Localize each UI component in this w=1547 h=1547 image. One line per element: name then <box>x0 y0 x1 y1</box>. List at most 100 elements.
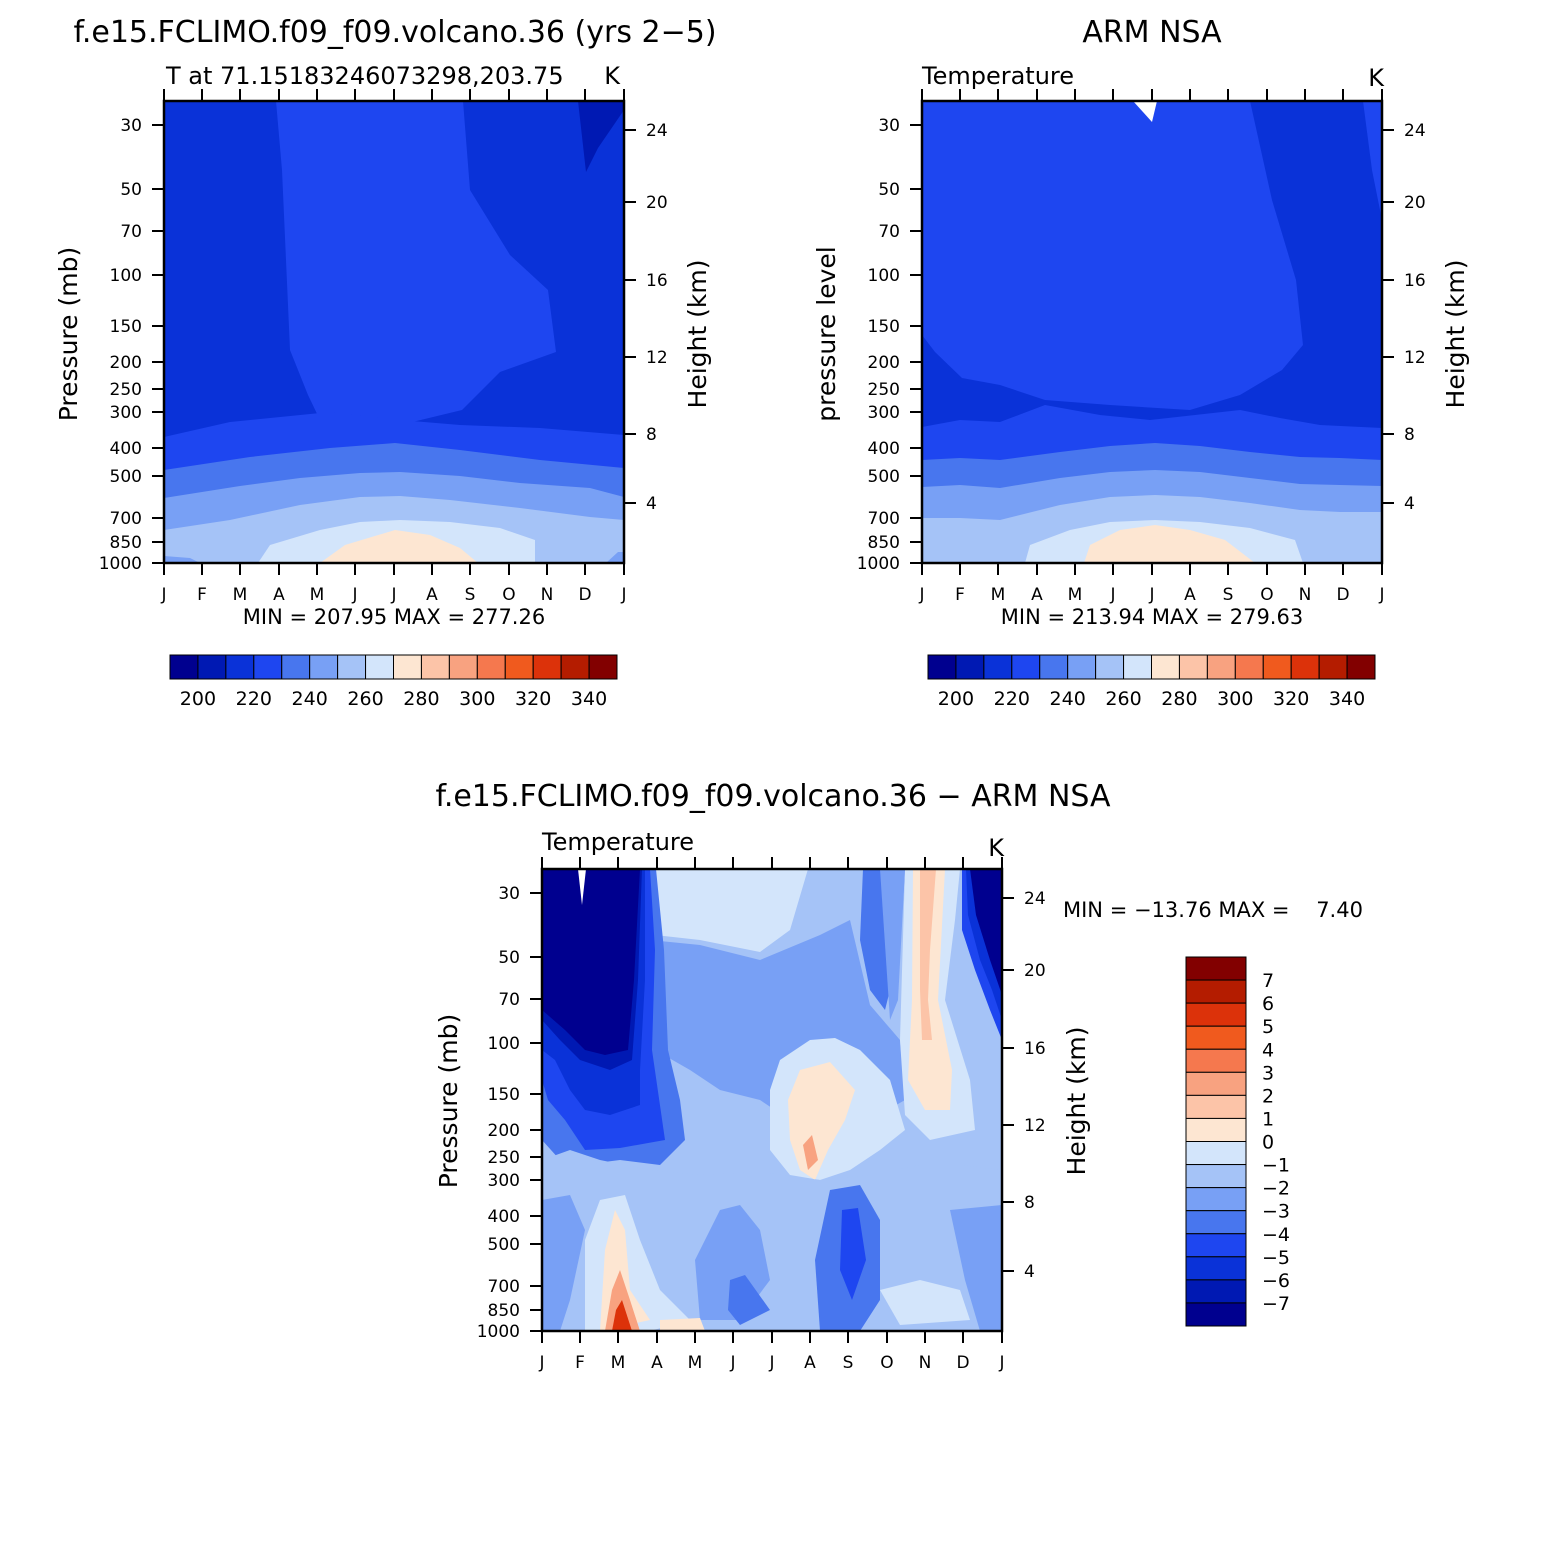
panel-obs: ARM NSA Temperature K J F M A M <box>812 15 1470 710</box>
x-tick-label: F <box>955 585 965 605</box>
y-tick-label: 250 <box>488 1148 520 1168</box>
colorbar-swatch <box>1185 1141 1247 1166</box>
y-tick-label: 250 <box>110 380 142 400</box>
colorbar-swatch <box>1185 979 1247 1004</box>
colorbar-tick-label: 260 <box>347 688 383 710</box>
colorbar-tick-label: −4 <box>1262 1224 1290 1246</box>
x-tick-label: F <box>575 1353 585 1373</box>
panel-obs-ticks <box>910 89 1394 575</box>
colorbar-swatch <box>1185 1210 1247 1235</box>
colorbar-tick-label: 200 <box>938 688 974 710</box>
colorbar-tick-label: 220 <box>994 688 1030 710</box>
y-tick-label: 700 <box>488 1277 520 1297</box>
x-tick-label: J <box>351 585 357 605</box>
y-tick-label: 400 <box>488 1207 520 1227</box>
colorbar-swatch <box>1185 1233 1247 1258</box>
panel-difference-height-axis-label: Height (km) <box>1062 1027 1091 1176</box>
height-tick-label: 4 <box>1404 494 1415 514</box>
height-tick-label: 4 <box>1024 1262 1035 1282</box>
panel-model-left-string: T at 71.15183246073298,203.75 <box>165 62 564 90</box>
height-tick-label: 4 <box>646 494 657 514</box>
colorbar-tick-label: 200 <box>180 688 216 710</box>
y-tick-label: 250 <box>868 380 900 400</box>
x-tick-label: J <box>390 585 396 605</box>
colorbar-swatch <box>1290 654 1320 680</box>
x-tick-label: A <box>1184 585 1196 605</box>
colorbar-tick-label: 4 <box>1262 1039 1274 1061</box>
colorbar-swatch <box>1067 654 1097 680</box>
colorbar-swatch <box>1185 1302 1247 1327</box>
y-tick-label: 1000 <box>477 1322 520 1342</box>
colorbar-swatch <box>169 654 199 680</box>
colorbar-tick-label: 280 <box>403 688 439 710</box>
panel-difference-ticks <box>530 857 1014 1343</box>
x-tick-label: N <box>1299 585 1312 605</box>
y-tick-label: 30 <box>120 116 142 136</box>
x-tick-label: J <box>998 1353 1004 1373</box>
panel-obs-min-max: MIN = 213.94 MAX = 279.63 <box>1001 605 1303 629</box>
height-tick-label: 12 <box>646 348 668 368</box>
colorbar-swatch <box>1178 654 1208 680</box>
colorbar-swatch <box>1185 1117 1247 1142</box>
panel-difference: f.e15.FCLIMO.f09_f09.volcano.36 − ARM NS… <box>434 779 1363 1373</box>
colorbar-tick-label: 240 <box>292 688 328 710</box>
colorbar-tick-label: 300 <box>459 688 495 710</box>
colorbar-swatch <box>309 654 339 680</box>
y-tick-label: 1000 <box>99 554 142 574</box>
colorbar-swatch <box>1262 654 1292 680</box>
colorbar-swatch <box>1318 654 1348 680</box>
panel-model-title: f.e15.FCLIMO.f09_f09.volcano.36 (yrs 2−5… <box>73 15 716 50</box>
height-tick-label: 8 <box>646 425 657 445</box>
colorbar-swatch <box>1185 1094 1247 1119</box>
colorbar-tick-label: 340 <box>571 688 607 710</box>
colorbar-swatch <box>225 654 255 680</box>
y-tick-label: 100 <box>110 266 142 286</box>
colorbar-swatch <box>1185 1002 1247 1027</box>
height-tick-label: 8 <box>1404 425 1415 445</box>
y-tick-label: 50 <box>498 948 520 968</box>
x-tick-label: J <box>1148 585 1154 605</box>
panel-obs-y-axis-label: pressure level <box>812 246 841 421</box>
colorbar-tick-label: 0 <box>1262 1132 1274 1154</box>
panel-model-height-tick-labels: 24 20 16 12 8 4 <box>646 121 668 514</box>
panel-difference-units: K <box>988 834 1005 862</box>
y-tick-label: 70 <box>878 222 900 242</box>
colorbar-swatch <box>1185 1279 1247 1304</box>
panel-difference-contour-field <box>542 869 1002 1331</box>
colorbar-swatch <box>1095 654 1125 680</box>
x-tick-label: J <box>729 1353 735 1373</box>
panel-model-units: K <box>604 62 621 90</box>
colorbar-swatch <box>476 654 506 680</box>
y-tick-label: 100 <box>868 266 900 286</box>
panel-obs-title: ARM NSA <box>1082 15 1222 50</box>
x-tick-label: M <box>233 585 248 605</box>
colorbar-tick-label: 240 <box>1050 688 1086 710</box>
colorbar-tick-label: 6 <box>1262 993 1274 1015</box>
x-tick-label: J <box>538 1353 544 1373</box>
panel-model-colorbar: 200 220 240 260 280 300 320 340 <box>169 654 618 710</box>
x-tick-label: J <box>160 585 166 605</box>
panel-obs-units: K <box>1368 64 1385 92</box>
x-tick-label: J <box>918 585 924 605</box>
y-tick-label: 700 <box>868 509 900 529</box>
y-tick-label: 200 <box>488 1121 520 1141</box>
colorbar-tick-label: 2 <box>1262 1085 1274 1107</box>
panel-difference-y-axis-label: Pressure (mb) <box>434 1014 463 1188</box>
colorbar-swatch <box>588 654 618 680</box>
x-tick-label: M <box>688 1353 703 1373</box>
colorbar-swatch <box>281 654 311 680</box>
height-tick-label: 20 <box>646 193 668 213</box>
x-tick-label: S <box>843 1353 854 1373</box>
panel-obs-left-string: Temperature <box>921 62 1074 90</box>
colorbar-tick-label: 260 <box>1105 688 1141 710</box>
y-tick-label: 30 <box>498 884 520 904</box>
colorbar-tick-label: −2 <box>1262 1178 1290 1200</box>
x-tick-label: M <box>310 585 325 605</box>
x-tick-label: N <box>919 1353 932 1373</box>
colorbar-swatch <box>1234 654 1264 680</box>
colorbar-swatch <box>1185 1025 1247 1050</box>
colorbar-swatch <box>1185 1071 1247 1096</box>
y-tick-label: 50 <box>120 180 142 200</box>
y-tick-label: 200 <box>110 353 142 373</box>
y-tick-label: 850 <box>488 1301 520 1321</box>
